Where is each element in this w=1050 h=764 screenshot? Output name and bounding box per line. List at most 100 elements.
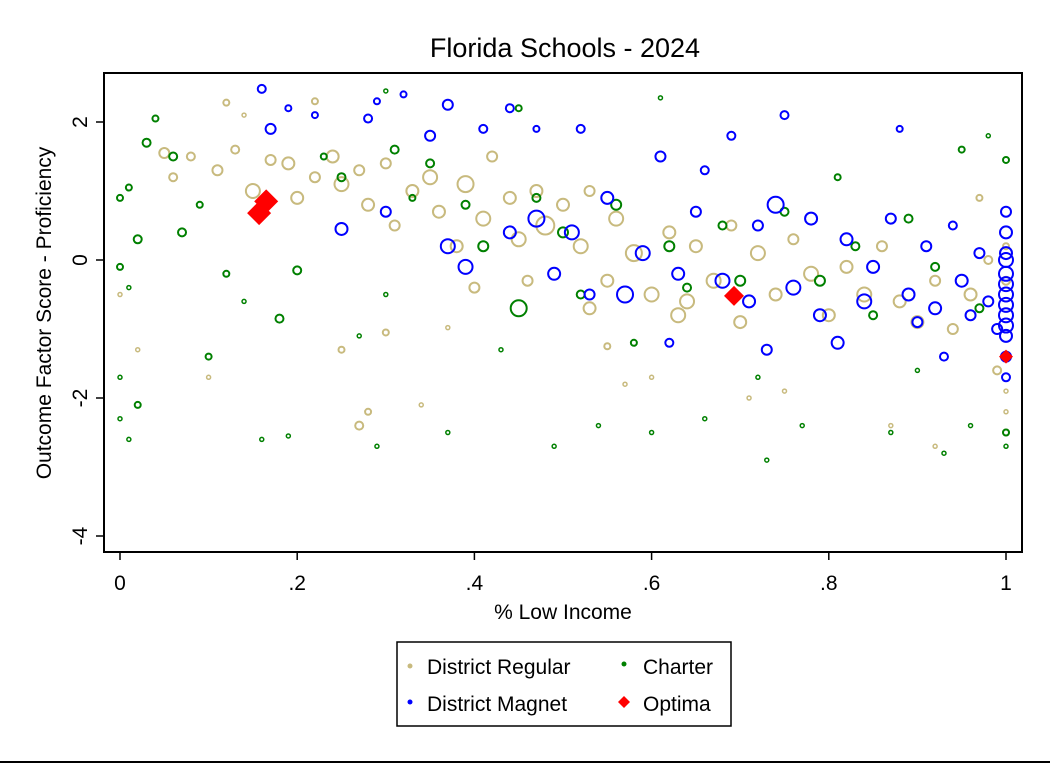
data-point [1002, 428, 1010, 437]
data-point [973, 247, 986, 260]
data-point [205, 374, 212, 381]
data-point [603, 342, 612, 351]
data-point [531, 192, 542, 203]
data-point [449, 239, 464, 254]
data-point [624, 244, 643, 263]
data-point [875, 240, 888, 253]
data-point [812, 308, 827, 323]
data-point [928, 301, 943, 316]
legend-label-district-regular: District Regular [427, 656, 571, 679]
data-point [1002, 155, 1010, 164]
data-point [141, 137, 152, 148]
data-point [648, 374, 655, 381]
data-point [785, 279, 802, 296]
data-point [177, 227, 188, 238]
data-point [895, 124, 904, 133]
data-point [941, 450, 947, 456]
data-point [502, 225, 517, 240]
data-point [475, 210, 492, 227]
data-point [117, 374, 123, 381]
data-point [195, 200, 204, 209]
data-point [600, 190, 615, 205]
data-point [502, 190, 517, 205]
data-point [766, 195, 785, 214]
data-point [399, 90, 408, 99]
data-point [158, 147, 171, 160]
legend-marker-optima [618, 696, 630, 708]
data-point [664, 337, 675, 348]
data-point [992, 365, 1003, 376]
data-point [760, 343, 773, 356]
data-point [284, 104, 293, 113]
series-optima [247, 189, 1013, 364]
data-point [998, 296, 1014, 313]
data-point [999, 225, 1013, 240]
data-point [856, 286, 873, 303]
data-point [117, 291, 123, 298]
data-point [259, 436, 265, 443]
data-point [204, 352, 213, 361]
data-point [671, 266, 686, 281]
y-tick-label: -4 [69, 526, 92, 545]
data-point [354, 420, 365, 431]
data-point [168, 172, 179, 183]
data-point [290, 190, 305, 205]
series-district-magnet [256, 83, 1014, 383]
data-point [1001, 372, 1011, 383]
data-point [134, 346, 141, 353]
data-point [486, 150, 499, 163]
data-point [333, 176, 350, 193]
data-point [575, 289, 586, 300]
data-point-optima [723, 285, 744, 306]
x-tick-label: .6 [643, 572, 661, 595]
data-point [892, 294, 907, 309]
data-point [998, 307, 1014, 324]
data-point [264, 153, 277, 166]
data-point [804, 211, 819, 226]
data-point [441, 98, 454, 111]
data-point [608, 210, 625, 227]
data-point [379, 205, 392, 218]
x-tick-label: 0 [114, 572, 126, 595]
data-point [478, 123, 489, 134]
data-point [689, 205, 702, 218]
data-point [504, 103, 515, 114]
data-point [963, 287, 978, 302]
data-point [583, 185, 596, 197]
data-point [954, 273, 969, 288]
data-point [648, 429, 655, 436]
data-point [998, 286, 1014, 303]
data-point [509, 299, 528, 318]
data-point [151, 114, 160, 123]
data-point [211, 164, 224, 177]
data-point [1002, 242, 1010, 251]
data-point [663, 240, 676, 253]
data-point [325, 149, 340, 164]
legend-label-district-magnet: District Magnet [427, 693, 567, 716]
data-point [310, 111, 319, 120]
data-point [634, 245, 651, 262]
data-point [468, 281, 481, 294]
data-point [679, 293, 696, 310]
data-point [116, 262, 124, 271]
data-point [998, 276, 1014, 293]
data-point [751, 219, 764, 232]
data-point [431, 204, 446, 219]
data-point [292, 265, 303, 276]
data-point [547, 266, 562, 281]
data-point [799, 422, 805, 429]
data-point [529, 184, 544, 198]
data-point [629, 338, 638, 347]
data-point [556, 197, 570, 212]
data-point [353, 164, 366, 177]
data-point [456, 175, 475, 194]
legend-label-optima: Optima [643, 693, 711, 716]
data-point [372, 97, 381, 106]
data-point [168, 151, 179, 162]
y-tick-label: 2 [69, 116, 92, 128]
data-point [856, 293, 873, 310]
data-point [477, 240, 490, 253]
data-point [126, 284, 132, 291]
data-point [821, 308, 836, 323]
data-point [975, 193, 984, 202]
